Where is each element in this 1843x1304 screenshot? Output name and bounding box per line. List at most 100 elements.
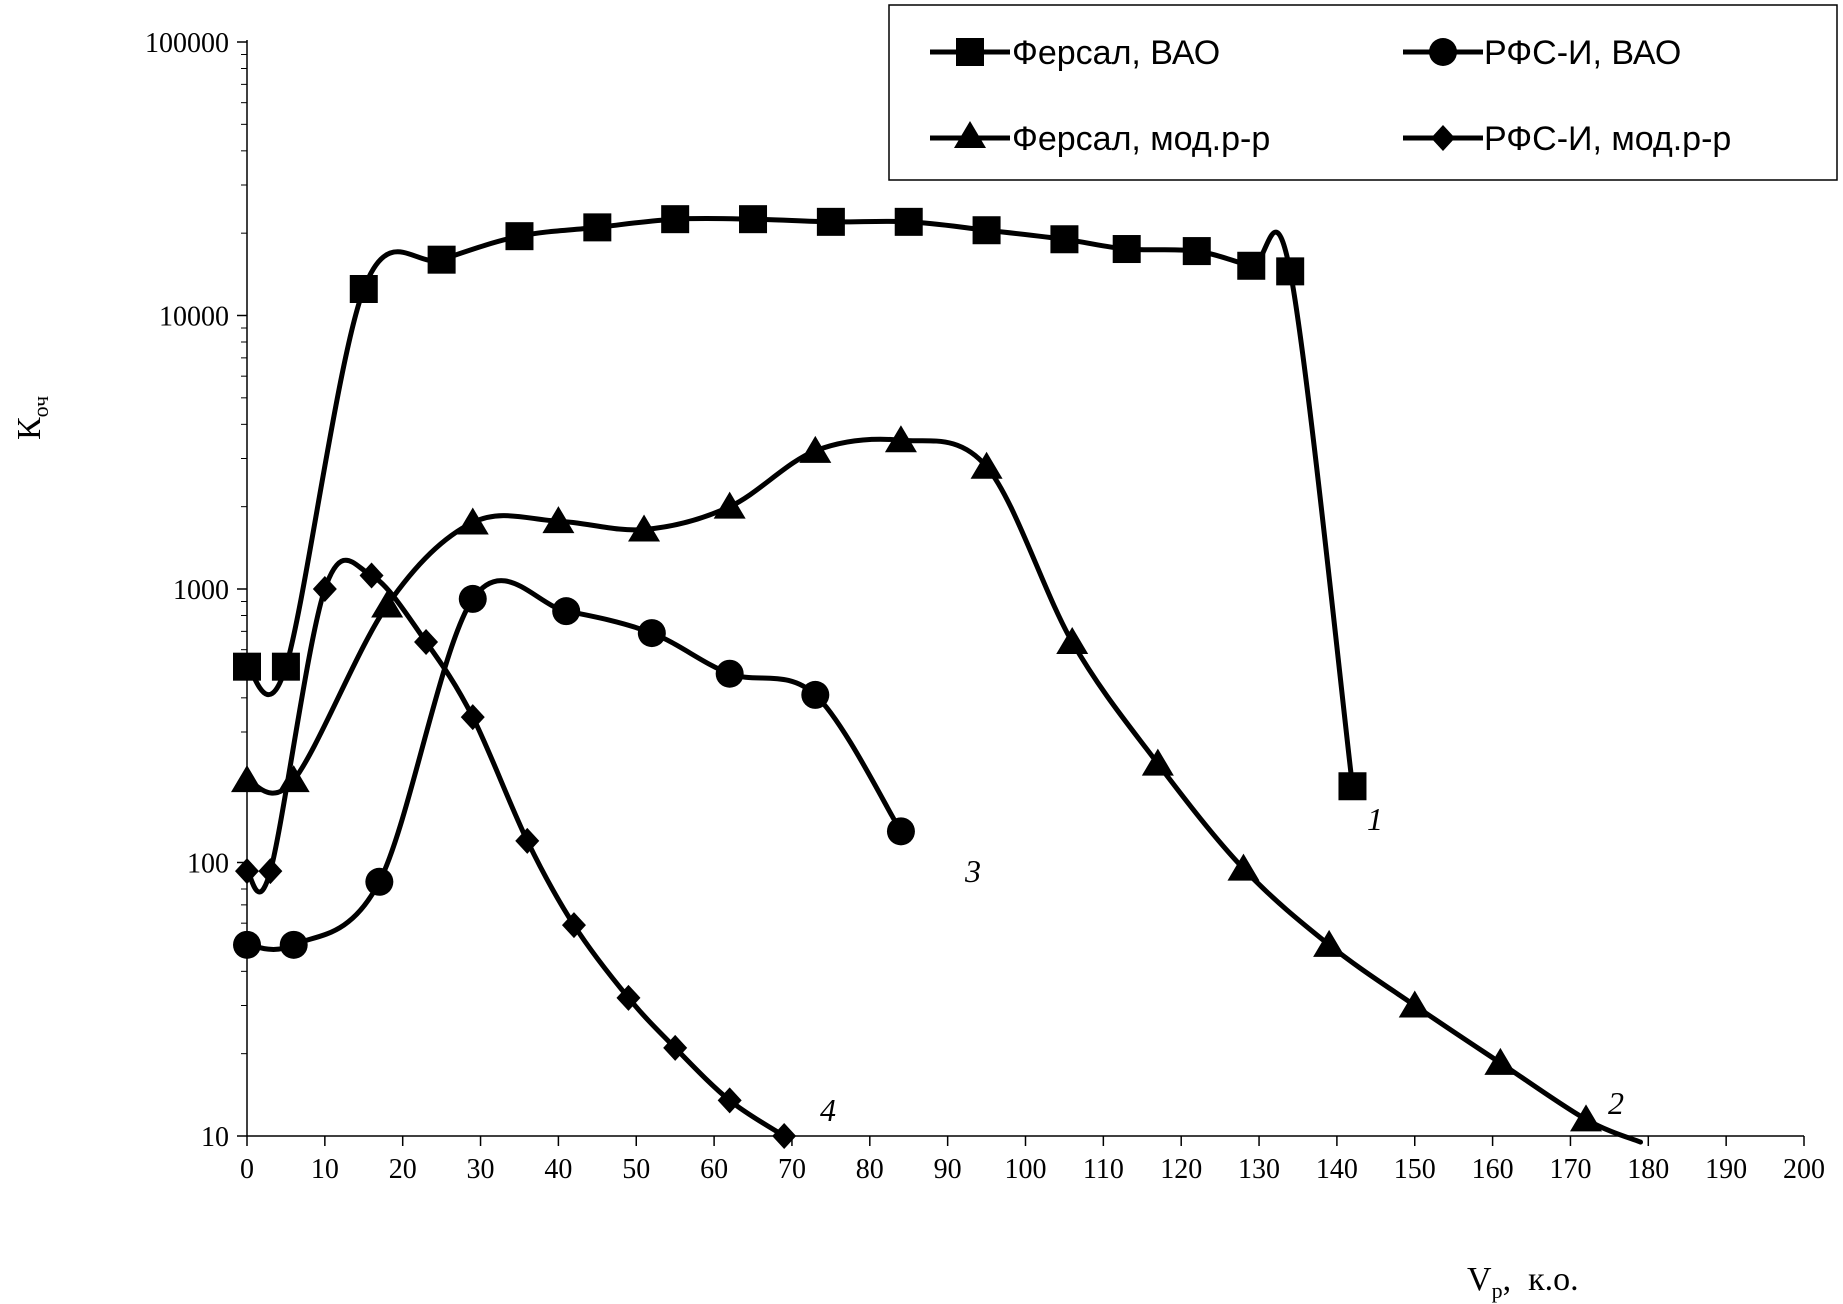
y-axis-title-sub: оч [28, 396, 53, 418]
data-point-circle [715, 659, 744, 688]
x-tick-label: 70 [778, 1154, 806, 1185]
x-tick-label: 20 [389, 1154, 417, 1185]
data-point-diamond [515, 827, 540, 854]
data-point-square [661, 205, 690, 234]
legend-label: Ферсал, ВАО [1012, 34, 1220, 72]
data-point-circle [637, 619, 666, 648]
data-point-diamond [258, 858, 283, 885]
data-point-triangle [1313, 929, 1346, 957]
legend-label: РФС-И, мод.р-р [1484, 120, 1731, 158]
data-point-triangle [884, 425, 917, 453]
y-tick-label: 10 [201, 1122, 229, 1153]
y-tick-label: 10000 [159, 302, 229, 333]
y-axis-title: Коч [11, 396, 53, 440]
x-tick-label: 160 [1472, 1154, 1514, 1185]
data-point-triangle [1141, 748, 1174, 776]
legend-triangle-marker [954, 121, 986, 148]
legend-item-ferсal-vao: Ферсал, ВАО [930, 34, 1220, 72]
data-point-triangle [277, 765, 310, 793]
y-tick-label: 100000 [145, 28, 229, 59]
data-point-square [1050, 225, 1079, 254]
y-tick-label: 100 [187, 849, 229, 880]
data-point-square [894, 207, 923, 236]
data-point-square [1338, 772, 1367, 801]
data-point-triangle [970, 451, 1003, 479]
x-axis-title-rest: , к.о. [1503, 1261, 1579, 1298]
data-point-diamond [414, 629, 439, 656]
markers-layer [231, 205, 1603, 1149]
data-point-square [271, 652, 300, 681]
series-line-2 [244, 578, 904, 952]
x-tick-label: 80 [856, 1154, 884, 1185]
axes: 0 10 20 30 40 50 60 70 80 90 100 110 120 130 140 150 160… [145, 28, 1825, 1185]
legend-item-rfs-mod: РФС-И, мод.р-р [1403, 120, 1731, 158]
x-tick-label: 120 [1160, 1154, 1202, 1185]
x-axis-title-main: V [1467, 1261, 1492, 1298]
x-tick-label: 90 [934, 1154, 962, 1185]
legend-diamond-marker [1431, 125, 1455, 151]
data-point-circle [552, 597, 581, 626]
x-tick-label: 110 [1083, 1154, 1124, 1185]
data-point-square [1112, 235, 1141, 264]
data-point-triangle [1398, 990, 1431, 1018]
data-point-square [427, 245, 456, 274]
data-point-square [972, 216, 1001, 245]
x-tick-label: 50 [622, 1154, 650, 1185]
data-point-triangle [799, 435, 832, 463]
x-tick-label: 10 [311, 1154, 339, 1185]
legend: Ферсал, ВАО РФС-И, ВАО Ферсал, мод.р-р Р… [888, 4, 1838, 181]
curve-label-2: 2 [1608, 1085, 1624, 1121]
series-line-3 [244, 436, 1643, 1145]
data-point-diamond [717, 1087, 742, 1114]
data-point-diamond [616, 984, 641, 1011]
data-point-diamond [460, 704, 485, 731]
data-point-square [349, 274, 378, 303]
x-tick-label: 40 [544, 1154, 572, 1185]
x-tick-label: 170 [1549, 1154, 1591, 1185]
data-point-square [583, 213, 612, 242]
data-point-triangle [713, 491, 746, 519]
curve-label-3: 3 [964, 853, 981, 889]
data-point-triangle [371, 590, 404, 618]
data-point-triangle [628, 514, 661, 542]
data-point-diamond [312, 576, 337, 602]
y-axis-title-main: К [11, 417, 48, 440]
curves-layer [244, 215, 1643, 1145]
x-axis-title-sub: р [1492, 1278, 1503, 1303]
legend-circle-marker [1429, 38, 1457, 66]
data-point-triangle [1570, 1104, 1603, 1132]
x-tick-label: 130 [1238, 1154, 1280, 1185]
legend-label: РФС-И, ВАО [1484, 34, 1681, 72]
x-tick-label: 140 [1316, 1154, 1358, 1185]
data-point-circle [801, 680, 830, 709]
legend-item-fersal-mod: Ферсал, мод.р-р [930, 120, 1270, 158]
data-point-square [1182, 237, 1211, 266]
data-point-diamond [561, 912, 586, 939]
series-line-4 [244, 557, 787, 1139]
x-tick-label: 60 [700, 1154, 728, 1185]
data-point-circle [886, 817, 915, 846]
legend-label: Ферсал, мод.р-р [1012, 120, 1270, 158]
data-point-square [739, 205, 768, 234]
x-tick-label: 200 [1783, 1154, 1825, 1185]
series-line-1 [244, 215, 1355, 789]
data-point-triangle [456, 507, 489, 535]
data-point-square [1237, 251, 1266, 280]
y-tick-label: 1000 [173, 575, 229, 606]
legend-box [888, 4, 1838, 181]
x-tick-label: 100 [1005, 1154, 1047, 1185]
data-point-circle [458, 584, 487, 613]
x-axis-title: Vр, к.о. [1467, 1261, 1579, 1303]
curve-label-1: 1 [1367, 801, 1383, 837]
data-point-triangle [1227, 853, 1260, 881]
x-tick-label: 180 [1627, 1154, 1669, 1185]
data-point-triangle [542, 506, 575, 534]
x-tick-label: 150 [1394, 1154, 1436, 1185]
data-point-triangle [1484, 1047, 1517, 1075]
data-point-circle [365, 867, 394, 896]
curve-label-4: 4 [820, 1092, 836, 1128]
data-point-diamond [359, 562, 384, 589]
data-point-square [816, 207, 845, 236]
data-point-diamond [663, 1034, 688, 1061]
